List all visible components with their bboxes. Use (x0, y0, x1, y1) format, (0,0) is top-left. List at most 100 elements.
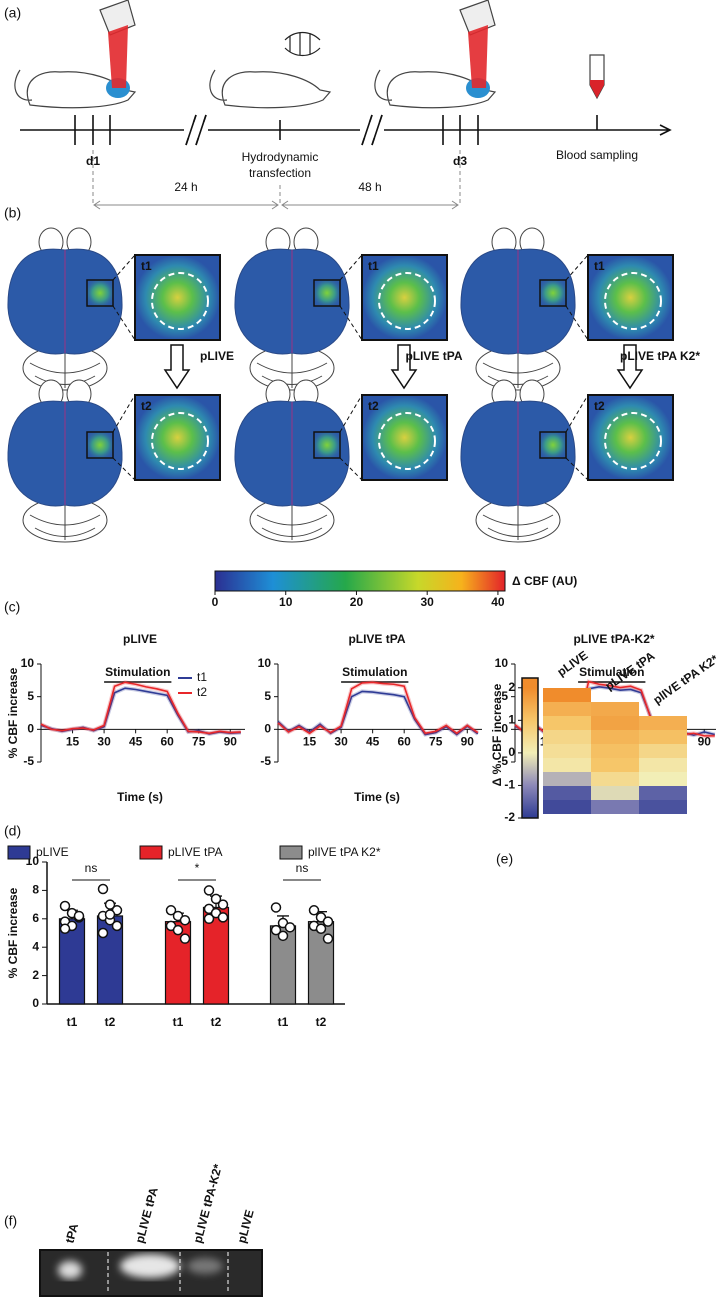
legend-label: t1 (197, 670, 207, 684)
mouse (374, 69, 497, 109)
laser-beam (468, 25, 488, 88)
laser-beam (108, 25, 128, 88)
axis-break (185, 114, 383, 146)
event: Hydrodynamic (242, 150, 319, 164)
arrow (163, 344, 191, 390)
y-tick-label: 2 (32, 968, 39, 982)
cerebellum-folds (29, 505, 101, 540)
band (120, 1254, 180, 1278)
data-point (270, 902, 282, 913)
dna-icon (284, 31, 321, 57)
y-axis-label: % CBF increase (6, 667, 20, 758)
data-point (315, 923, 327, 934)
roi-square (313, 431, 341, 459)
y-tick-label: 0 (32, 996, 39, 1010)
legend-swatch (7, 845, 31, 860)
inset-image (587, 254, 674, 341)
y-axis-label: % CBF increase (6, 887, 20, 978)
inset-image (361, 394, 448, 481)
x-tick-label: t1 (173, 1015, 184, 1029)
event: Blood sampling (556, 148, 638, 162)
group-label: pLIVE tPA (405, 349, 462, 363)
time-tag: t1 (368, 259, 379, 273)
cerebellum-folds (29, 353, 101, 388)
heat-cell (639, 744, 687, 758)
significance: * (195, 861, 200, 875)
hotspot (84, 277, 116, 309)
heat-cell (543, 772, 591, 786)
colorbar-tick-label: 0 (508, 745, 515, 759)
y-tick-label: 10 (495, 656, 509, 670)
heat-cell (639, 786, 687, 800)
y-tick-label: 8 (32, 883, 39, 897)
colorbar-tick-label: 30 (421, 595, 435, 609)
series-line (277, 681, 479, 735)
x-tick-label: t1 (67, 1015, 78, 1029)
cerebellum-folds (482, 505, 554, 540)
mouse (14, 69, 137, 109)
series-line (40, 681, 241, 735)
y-tick-label: 5 (264, 689, 271, 703)
roi-circle (151, 272, 209, 330)
x-axis-label: Time (s) (354, 790, 400, 804)
heat-cell (543, 786, 591, 800)
x-tick-label: 90 (461, 735, 475, 749)
interval: 24 h (174, 180, 197, 194)
data-point (217, 899, 229, 910)
time-tag: t2 (141, 399, 152, 413)
heat-cell (591, 744, 639, 758)
legend-label: pLIVE (36, 845, 69, 859)
data-point (203, 913, 215, 925)
inset-image (134, 254, 221, 341)
data-point (97, 883, 109, 895)
panel-label: (c) (4, 599, 20, 615)
data-point (210, 893, 222, 905)
roi-square (313, 279, 341, 307)
zoom-line (565, 394, 589, 481)
panel-label: (b) (4, 205, 21, 221)
colorbar-tick-label: -1 (504, 778, 515, 792)
roi-square (539, 279, 567, 307)
colorbar-label: Δ % CBF increase (490, 683, 504, 786)
y-tick-label: 5 (501, 689, 508, 703)
mouse-icons (14, 0, 605, 109)
data-point (322, 916, 334, 927)
x-tick-label: 15 (303, 735, 317, 749)
lane-label: pLIVE tPA-K2* (190, 1162, 225, 1244)
series-line (277, 690, 479, 736)
roi-square (539, 431, 567, 459)
x-tick-label: t2 (105, 1015, 116, 1029)
group-label: pLIVE (200, 349, 234, 363)
data-point (203, 885, 215, 896)
y-tick-label: 10 (258, 656, 272, 670)
data-point (179, 914, 191, 926)
data-point (111, 920, 123, 932)
heat-cell (591, 730, 639, 744)
break-gap (360, 122, 384, 138)
colorbar-tick-label: 40 (491, 595, 505, 609)
data-point (104, 909, 116, 920)
roi-circle (604, 272, 662, 330)
y-tick-label: 0 (264, 722, 271, 736)
interval-arrow (93, 200, 459, 210)
colorbar-tick-label: 2 (508, 680, 515, 694)
data-point (97, 927, 109, 939)
band (58, 1261, 82, 1279)
heat-cell (591, 758, 639, 772)
heat-cell (591, 786, 639, 800)
y-tick-label: -5 (23, 754, 34, 768)
hotspot (311, 429, 343, 461)
zoom-line (565, 254, 589, 341)
heat-cell (543, 758, 591, 772)
guide-line (92, 150, 461, 205)
zoom-line (112, 394, 136, 481)
x-tick-label: t2 (316, 1015, 327, 1029)
x-tick-label: t2 (211, 1015, 222, 1029)
colorbar-tick-label: 10 (279, 595, 293, 609)
cerebellum-folds (256, 353, 328, 388)
panel-label: (d) (4, 823, 21, 839)
colorbar (214, 570, 506, 592)
x-tick-label: 90 (698, 735, 712, 749)
stimulation-label: Stimulation (105, 665, 170, 679)
